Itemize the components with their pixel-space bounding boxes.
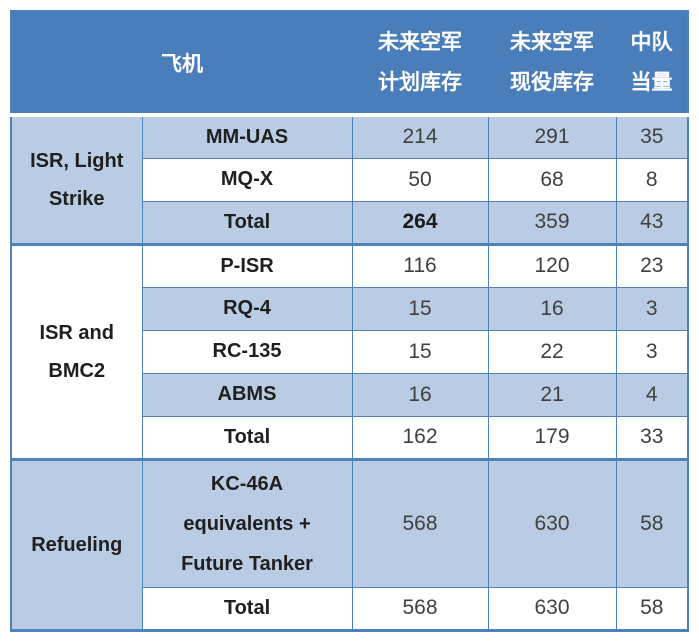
group-label-line: BMC2 xyxy=(48,359,106,382)
active-value-cell: 179 xyxy=(487,415,617,460)
table-row: Total 162 179 33 xyxy=(11,415,689,460)
aircraft-name-line: Future Tanker xyxy=(181,552,313,575)
table-row: Total 568 630 58 xyxy=(11,586,689,631)
group-label-line: ISR and xyxy=(39,321,114,344)
header-cell-planned-inventory: 未来空军 计划库存 xyxy=(352,11,488,117)
aircraft-name-line: KC-46A xyxy=(210,472,284,495)
planned-value-cell: 16 xyxy=(351,372,489,417)
table-row: Total 264 359 43 xyxy=(11,200,689,245)
planned-value-cell: 214 xyxy=(351,114,489,159)
aircraft-name-cell: RC-135 xyxy=(141,329,353,374)
squadron-value-cell: 43 xyxy=(615,200,689,245)
header-squadron-line1: 中队 xyxy=(630,30,673,54)
active-value-cell: 630 xyxy=(487,586,617,631)
active-value-cell: 21 xyxy=(487,372,617,417)
squadron-value-cell: 35 xyxy=(615,114,689,159)
active-value-cell: 22 xyxy=(487,329,617,374)
active-value-cell: 359 xyxy=(487,200,617,245)
planned-value-cell: 15 xyxy=(351,286,489,331)
squadron-value-cell: 33 xyxy=(615,415,689,460)
squadron-value-cell: 4 xyxy=(615,372,689,417)
active-value-cell: 291 xyxy=(487,114,617,159)
squadron-value-cell: 3 xyxy=(615,286,689,331)
header-cell-aircraft: 飞机 xyxy=(11,11,352,117)
group-label-line: Refueling xyxy=(31,533,123,556)
aircraft-name-cell: MQ-X xyxy=(141,157,353,202)
header-planned-line2: 计划库存 xyxy=(378,70,462,94)
total-label-cell: Total xyxy=(141,586,353,631)
planned-value-cell: 116 xyxy=(351,242,489,288)
planned-value-cell: 162 xyxy=(351,415,489,460)
header-squadron-line2: 当量 xyxy=(630,70,673,94)
table-row: RC-135 15 22 3 xyxy=(11,329,689,374)
squadron-value-cell: 3 xyxy=(615,329,689,374)
header-aircraft-label: 飞机 xyxy=(161,52,203,76)
squadron-value-cell: 58 xyxy=(615,457,689,588)
group-cell-isr-light-strike: ISR, Light Strike xyxy=(10,114,143,245)
header-planned-line1: 未来空军 xyxy=(378,30,462,54)
active-value-cell: 68 xyxy=(487,157,617,202)
planned-value-cell: 264 xyxy=(351,200,489,245)
aircraft-name-cell: P-ISR xyxy=(141,242,353,288)
aircraft-name-line: equivalents + xyxy=(183,512,311,535)
aircraft-name-cell: ABMS xyxy=(141,372,353,417)
aircraft-name-cell: KC-46A equivalents + Future Tanker xyxy=(141,457,353,588)
squadron-value-cell: 8 xyxy=(615,157,689,202)
active-value-cell: 120 xyxy=(487,242,617,288)
aircraft-name-cell: RQ-4 xyxy=(141,286,353,331)
active-value-cell: 630 xyxy=(487,457,617,588)
planned-value-cell: 15 xyxy=(351,329,489,374)
table-row: ISR, Light Strike MM-UAS 214 291 35 xyxy=(10,114,689,245)
squadron-value-cell: 58 xyxy=(615,586,689,631)
planned-value-cell: 568 xyxy=(351,586,489,631)
table-row: Refueling KC-46A equivalents + Future Ta… xyxy=(10,457,689,631)
planned-value-cell: 568 xyxy=(351,457,489,588)
total-label-cell: Total xyxy=(141,200,353,245)
planned-value-cell: 50 xyxy=(351,157,489,202)
squadron-value-cell: 23 xyxy=(615,242,689,288)
active-value-cell: 16 xyxy=(487,286,617,331)
header-active-line2: 现役库存 xyxy=(510,70,594,94)
aircraft-inventory-table: 飞机 未来空军 计划库存 未来空军 现役库存 中队 当量 xyxy=(10,10,689,632)
total-label-cell: Total xyxy=(141,415,353,460)
aircraft-name-cell: MM-UAS xyxy=(141,114,353,159)
group-cell-refueling: Refueling xyxy=(10,457,143,631)
header-cell-squadron-equivalent: 中队 当量 xyxy=(616,11,688,117)
group-label-line: Strike xyxy=(48,187,105,210)
group-cell-isr-and-bmc2: ISR and BMC2 xyxy=(10,242,143,460)
table-row: ISR and BMC2 P-ISR 116 120 23 xyxy=(10,242,689,460)
header-cell-active-inventory: 未来空军 现役库存 xyxy=(488,11,616,117)
header-row: 飞机 未来空军 计划库存 未来空军 现役库存 中队 当量 xyxy=(11,11,688,117)
header-active-line1: 未来空军 xyxy=(510,30,594,54)
table-row: MQ-X 50 68 8 xyxy=(11,157,689,202)
table-row: ABMS 16 21 4 xyxy=(11,372,689,417)
group-label-line: ISR, Light xyxy=(30,149,124,172)
